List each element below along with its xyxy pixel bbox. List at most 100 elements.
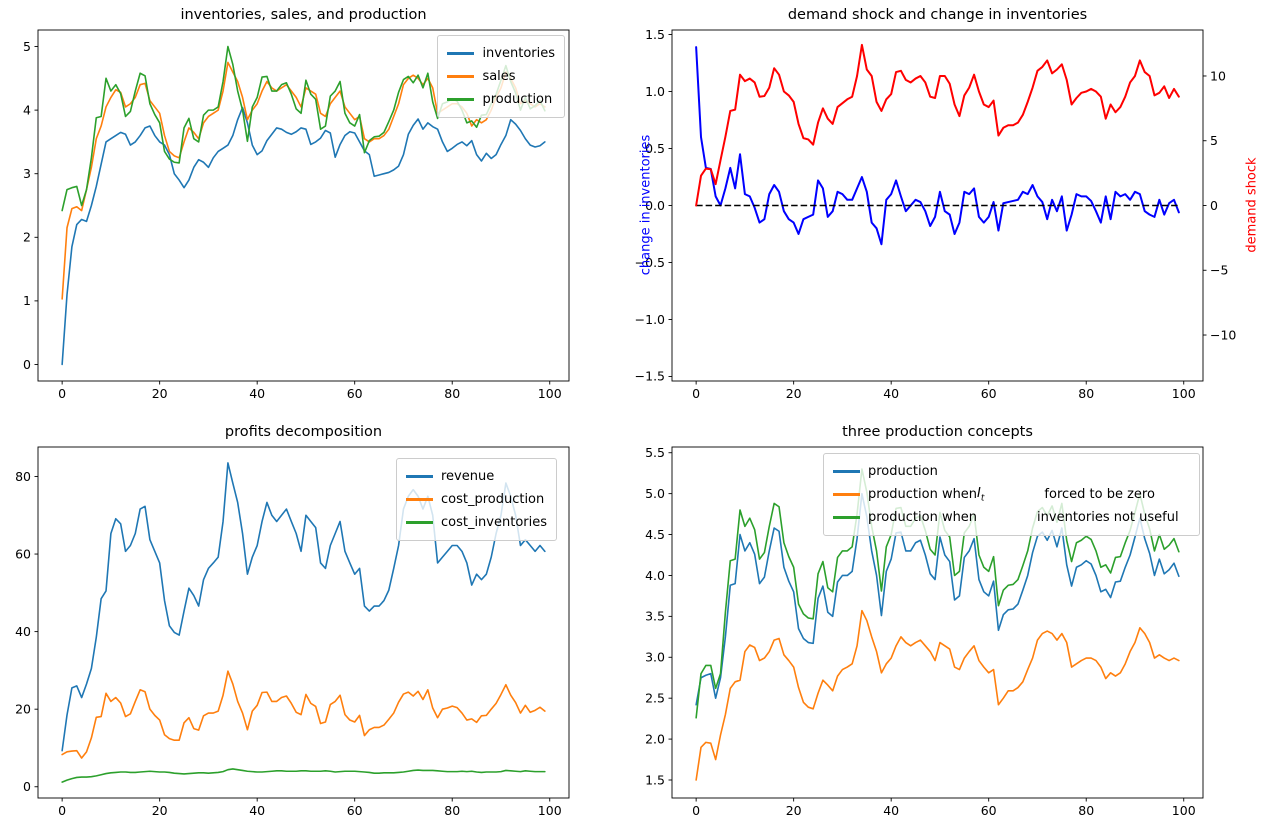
tick-label: 10 bbox=[1210, 68, 1226, 83]
tick-label: 3 bbox=[23, 166, 31, 181]
legend-line-sample bbox=[405, 498, 433, 501]
tick-label: −0.5 bbox=[635, 255, 665, 270]
plot-area-production-concepts: 0 20 40 60 80 100 1.5 2.0 2.5 3.0 3.5 4.0 4.5 5.0 5.5 bbox=[645, 445, 1204, 818]
legend-line-sample bbox=[833, 516, 860, 519]
legend-label-text: forced to be zero bbox=[1044, 487, 1155, 502]
tick-label: 80 bbox=[444, 803, 460, 818]
tick-label: 0 bbox=[23, 779, 31, 794]
legend-label-text: production when bbox=[868, 510, 978, 525]
legend-label: revenue bbox=[440, 469, 495, 484]
legend-label-text: production when bbox=[868, 487, 978, 502]
legend-item: production when It forced to be zero bbox=[833, 483, 1190, 506]
tick-label: 1.0 bbox=[645, 84, 665, 99]
chart-title-inventories: inventories, sales, and production bbox=[180, 7, 427, 23]
tick-label: 100 bbox=[1172, 803, 1196, 818]
axes-spines bbox=[671, 446, 1204, 799]
tick-label: 80 bbox=[1078, 386, 1094, 401]
tick-label: −1.5 bbox=[635, 369, 665, 384]
tick-label: 3.0 bbox=[645, 650, 665, 665]
legend-item: inventories bbox=[447, 42, 555, 65]
tick-label: 60 bbox=[981, 803, 997, 818]
legend-production-concepts: production production when It forced to be… bbox=[823, 453, 1200, 536]
legend-item: revenue bbox=[405, 465, 547, 488]
tick-label: 1.5 bbox=[645, 27, 665, 42]
right-axis-label-demand-shock: demand shock bbox=[1244, 157, 1260, 253]
axis-ticks: 0 20 40 60 80 100 0 1 2 3 4 5 bbox=[23, 39, 562, 401]
tick-label: 0.0 bbox=[645, 198, 665, 213]
axes-spines bbox=[37, 446, 570, 799]
tick-label: 100 bbox=[1172, 386, 1196, 401]
tick-label: 100 bbox=[538, 386, 562, 401]
plot-area-inventories: 0 20 40 60 80 100 0 1 2 3 4 5 bbox=[23, 29, 570, 401]
tick-label: 1.5 bbox=[645, 772, 665, 787]
tick-label: 60 bbox=[981, 386, 997, 401]
legend-label: sales bbox=[482, 69, 516, 84]
tick-label: 0 bbox=[23, 357, 31, 372]
tick-label: 4.0 bbox=[645, 568, 665, 583]
series-revenue bbox=[61, 462, 546, 752]
tick-label: 0 bbox=[58, 803, 66, 818]
tick-label: −5 bbox=[1210, 263, 1228, 278]
tick-label: −10 bbox=[1210, 327, 1236, 342]
series-cost-inventories bbox=[61, 768, 546, 783]
tick-label: 2.5 bbox=[645, 690, 665, 705]
axis-ticks: 0 20 40 60 80 100−1.5−1.0−0.50.00.51.01.5−10−… bbox=[635, 27, 1237, 401]
series-production bbox=[695, 492, 1180, 706]
axis-ticks: 0 20 40 60 80 100 0 20 40 60 80 bbox=[15, 469, 562, 818]
legend-item: cost_production bbox=[405, 488, 547, 511]
tick-label: 5 bbox=[23, 39, 31, 54]
tick-label: 1 bbox=[23, 293, 31, 308]
tick-label: 20 bbox=[786, 386, 802, 401]
legend-item: production bbox=[447, 88, 555, 111]
tick-label: 4.5 bbox=[645, 527, 665, 542]
plot-area-demand-shock: 0 20 40 60 80 100−1.5−1.0−0.50.00.51.01.5−10−… bbox=[635, 27, 1237, 401]
legend-profits: revenue cost_production cost_inventories bbox=[395, 458, 557, 541]
legend-item: production bbox=[833, 460, 1190, 483]
chart-demand-shock: 0 20 40 60 80 100 −1.5 −1.0 −0.5 0.0 0.5 1.0 1.5 −10−… bbox=[634, 0, 1268, 417]
chart-inventories-sales-production: 0 20 40 60 80 100 0 1 2 3 4 5 inventories, sales, a… bbox=[0, 0, 634, 417]
tick-label: 4 bbox=[23, 102, 31, 117]
series-demand-shock bbox=[695, 43, 1180, 207]
tick-label: 2 bbox=[23, 230, 31, 245]
legend-line-sample bbox=[405, 475, 433, 478]
legend-line-sample bbox=[447, 52, 475, 55]
legend-item: sales bbox=[447, 65, 555, 88]
tick-label: 40 bbox=[883, 386, 899, 401]
tick-label: 2.0 bbox=[645, 731, 665, 746]
chart-title-profits: profits decomposition bbox=[224, 424, 383, 440]
legend-line-sample bbox=[447, 75, 475, 78]
tick-label: 60 bbox=[347, 386, 363, 401]
tick-label: 40 bbox=[883, 803, 899, 818]
legend-spacer bbox=[984, 494, 1044, 495]
tick-label: 20 bbox=[152, 803, 168, 818]
legend-label-text: inventories not useful bbox=[1037, 510, 1179, 525]
left-axis-label-change-in-inventories: change in inventories bbox=[638, 134, 654, 276]
tick-label: 0 bbox=[58, 386, 66, 401]
tick-label: 40 bbox=[249, 803, 265, 818]
legend-label: cost_inventories bbox=[440, 515, 547, 530]
tick-label: 5 bbox=[1210, 133, 1218, 148]
tick-label: 40 bbox=[249, 386, 265, 401]
tick-label: 20 bbox=[15, 701, 31, 716]
tick-label: 0 bbox=[692, 803, 700, 818]
tick-label: 60 bbox=[15, 546, 31, 561]
legend-label: production bbox=[868, 464, 938, 479]
legend-item: cost_inventories bbox=[405, 511, 547, 534]
tick-label: 0 bbox=[1210, 198, 1218, 213]
chart-profits-decomposition: 0 20 40 60 80 100 0 20 40 60 80 profits decomposit… bbox=[0, 417, 634, 834]
chart-title-demand-shock: demand shock and change in inventories bbox=[787, 7, 1088, 23]
legend-inventories: inventories sales production bbox=[437, 35, 565, 118]
axis-ticks: 0 20 40 60 80 100 1.5 2.0 2.5 3.0 3.5 4.0 4.5 5.0 5.5 bbox=[645, 445, 1196, 818]
tick-label: 20 bbox=[152, 386, 168, 401]
legend-spacer bbox=[977, 517, 1037, 518]
legend-label: cost_production bbox=[440, 492, 545, 507]
tick-label: 60 bbox=[347, 803, 363, 818]
tick-label: 0 bbox=[692, 386, 700, 401]
tick-label: 80 bbox=[1078, 803, 1094, 818]
series-inventories bbox=[61, 106, 546, 366]
legend-line-sample bbox=[447, 98, 475, 101]
legend-label: inventories bbox=[482, 46, 555, 61]
legend-line-sample bbox=[833, 470, 860, 473]
tick-label: −1.0 bbox=[635, 312, 665, 327]
